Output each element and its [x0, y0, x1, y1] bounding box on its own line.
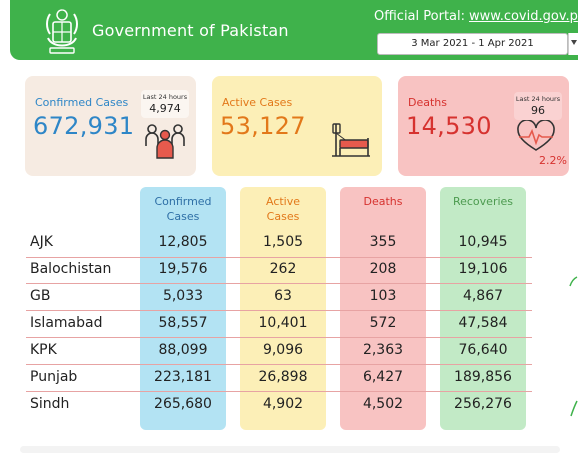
region-name: AJK: [30, 234, 53, 250]
last24-value: 4,974: [149, 102, 181, 115]
deaths-cell: 4,502: [362, 396, 404, 412]
row-divider: [26, 283, 532, 284]
recoveries-column-header: Recoveries: [440, 194, 526, 209]
last24-label: Last 24 hours: [515, 95, 561, 103]
row-divider: [26, 310, 532, 311]
confirmed-cell: 223,181: [154, 369, 212, 385]
region-name: Balochistan: [30, 261, 112, 277]
deaths-value: 14,530: [406, 112, 492, 140]
recoveries-cell: 4,867: [462, 288, 504, 304]
leaf-decoration-icon: [570, 400, 578, 417]
active-cases-value: 53,127: [220, 112, 306, 140]
confirmed-cell: 12,805: [158, 234, 208, 250]
official-portal: Official Portal: www.covid.gov.p: [374, 9, 578, 24]
confirmed-cases-card: Confirmed Cases 672,931 Last 24 hours 4,…: [25, 76, 196, 176]
recoveries-cell: 47,584: [458, 315, 508, 331]
active-column: Active Cases: [240, 187, 326, 430]
confirmed-cell: 58,557: [158, 315, 208, 331]
confirmed-column-header: Confirmed Cases: [140, 194, 226, 224]
active-cell: 262: [269, 261, 297, 277]
active-column-header: Active Cases: [240, 194, 326, 224]
recoveries-cell: 10,945: [458, 234, 508, 250]
date-range-selector[interactable]: 3 Mar 2021 - 1 Apr 2021: [377, 33, 568, 55]
active-cell: 63: [274, 288, 292, 304]
header-line: Cases: [166, 210, 200, 223]
header-bar: Government of Pakistan Official Portal: w…: [10, 0, 578, 60]
deaths-column: Deaths: [340, 187, 426, 430]
confirmed-cases-value: 672,931: [33, 112, 135, 140]
region-name: GB: [30, 288, 51, 304]
portal-label: Official Portal:: [374, 9, 465, 24]
confirmed-cell: 265,680: [154, 396, 212, 412]
header-line: Deaths: [363, 195, 403, 208]
region-name: Islamabad: [30, 315, 103, 331]
recoveries-column: Recoveries: [440, 187, 526, 430]
portal-link[interactable]: www.covid.gov.p: [469, 9, 578, 24]
recoveries-cell: 189,856: [454, 369, 512, 385]
header-line: Cases: [266, 210, 300, 223]
active-cell: 10,401: [258, 315, 308, 331]
dropdown-arrow-icon[interactable]: [568, 33, 578, 55]
confirmed-last24-badge: Last 24 hours 4,974: [141, 90, 189, 118]
last24-label: Last 24 hours: [142, 93, 188, 101]
region-name: Sindh: [30, 396, 70, 412]
recoveries-cell: 256,276: [454, 396, 512, 412]
last24-value: 96: [531, 104, 545, 117]
confirmed-cell: 88,099: [158, 342, 208, 358]
recoveries-cell: 76,640: [458, 342, 508, 358]
header-line: Active: [265, 195, 301, 208]
region-name: KPK: [30, 342, 57, 358]
deaths-cell: 2,363: [362, 342, 404, 358]
confirmed-cell: 5,033: [162, 288, 204, 304]
fatality-rate: 2.2%: [539, 154, 567, 167]
deaths-column-header: Deaths: [340, 194, 426, 209]
government-title: Government of Pakistan: [92, 21, 289, 40]
row-divider: [26, 391, 532, 392]
active-cases-label: Active Cases: [222, 96, 293, 109]
row-divider: [26, 257, 532, 258]
next-section-edge: [20, 446, 560, 453]
deaths-cell: 355: [369, 234, 397, 250]
deaths-label: Deaths: [408, 96, 447, 109]
header-line: Confirmed: [154, 195, 212, 208]
people-icon: [145, 124, 185, 159]
active-cell: 26,898: [258, 369, 308, 385]
confirmed-cases-label: Confirmed Cases: [35, 96, 129, 109]
deaths-cell: 572: [369, 315, 397, 331]
recoveries-cell: 19,106: [458, 261, 508, 277]
hospital-bed-icon: [332, 123, 370, 157]
region-name: Punjab: [30, 369, 78, 385]
deaths-cell: 103: [369, 288, 397, 304]
active-cell: 1,505: [262, 234, 304, 250]
leaf-decoration-icon: [569, 276, 578, 287]
active-cases-card: Active Cases 53,127: [212, 76, 382, 176]
row-divider: [26, 364, 532, 365]
row-divider: [26, 337, 532, 338]
active-cell: 4,902: [262, 396, 304, 412]
confirmed-cell: 19,576: [158, 261, 208, 277]
deaths-card: Deaths 14,530 Last 24 hours 96 2.2%: [398, 76, 569, 176]
deaths-cell: 6,427: [362, 369, 404, 385]
confirmed-column: Confirmed Cases: [140, 187, 226, 430]
deaths-last24-badge: Last 24 hours 96: [514, 92, 562, 120]
heartbeat-icon: [517, 120, 555, 151]
header-line: Recoveries: [452, 195, 514, 208]
state-emblem-icon: [46, 9, 78, 54]
active-cell: 9,096: [262, 342, 304, 358]
deaths-cell: 208: [369, 261, 397, 277]
